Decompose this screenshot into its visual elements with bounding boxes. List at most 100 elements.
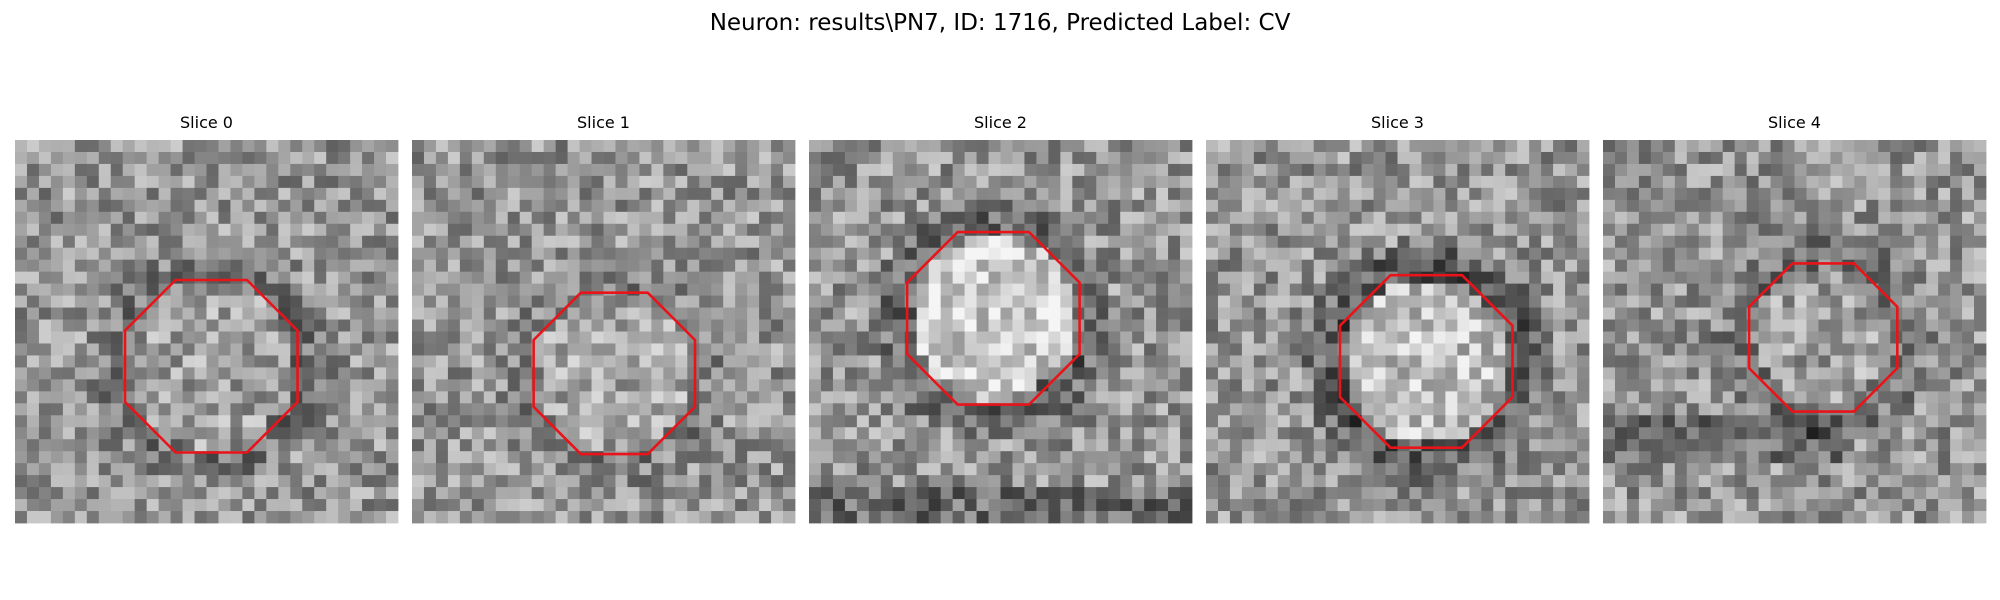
pixel [735, 463, 748, 476]
pixel [880, 175, 894, 189]
pixel [1361, 163, 1374, 177]
pixel [362, 331, 375, 344]
pixel [856, 295, 870, 308]
pixel [856, 403, 870, 416]
pixel [892, 439, 906, 452]
pixel [1782, 140, 1795, 153]
pixel [1289, 151, 1303, 165]
pixel [1385, 187, 1398, 201]
pixel [579, 235, 592, 249]
pixel [1024, 463, 1037, 476]
pixel [1421, 379, 1434, 392]
pixel [1457, 451, 1470, 464]
pixel [603, 271, 616, 285]
pixel [483, 475, 497, 488]
pixel [916, 283, 930, 296]
pixel [158, 391, 171, 404]
pixel [1325, 163, 1339, 177]
pixel [374, 140, 387, 153]
pixel [1168, 211, 1181, 225]
pixel [1950, 439, 1963, 452]
pixel [651, 355, 664, 368]
pixel [1048, 223, 1061, 237]
pixel [928, 427, 942, 440]
pixel [314, 403, 327, 416]
pixel [1505, 223, 1518, 237]
pixel [735, 151, 748, 165]
pixel [1421, 319, 1434, 332]
pixel [675, 343, 688, 356]
pixel [86, 451, 100, 464]
pixel [50, 259, 64, 273]
pixel [579, 355, 592, 368]
pixel [663, 319, 676, 332]
pixel [362, 355, 375, 368]
pixel [206, 175, 219, 189]
pixel [952, 499, 965, 512]
pixel [1144, 343, 1157, 356]
pixel [615, 343, 628, 356]
pixel [1373, 199, 1386, 213]
pixel [1962, 259, 1975, 273]
pixel [759, 319, 772, 332]
pixel [1746, 271, 1759, 285]
pixel [1493, 511, 1506, 524]
pixel [278, 151, 291, 165]
pixel [663, 247, 676, 261]
pixel [1168, 247, 1181, 261]
pixel [711, 235, 724, 249]
pixel [1120, 415, 1133, 428]
pixel [278, 223, 291, 237]
pixel [555, 283, 568, 296]
pixel [880, 283, 894, 296]
pixel [1265, 259, 1279, 273]
pixel [976, 415, 989, 428]
pixel [651, 391, 664, 404]
pixel [1698, 415, 1712, 428]
pixel [1950, 247, 1963, 261]
pixel [110, 391, 124, 404]
pixel [1397, 343, 1410, 356]
pixel [783, 355, 796, 368]
pixel [1241, 307, 1255, 320]
pixel [1517, 451, 1530, 464]
pixel [1206, 211, 1219, 225]
pixel [254, 319, 267, 332]
pixel [1277, 499, 1291, 512]
pixel [1938, 271, 1951, 285]
pixel [1950, 403, 1963, 416]
pixel [374, 283, 387, 296]
pixel [1409, 187, 1422, 201]
pixel [723, 331, 736, 344]
pixel [1603, 307, 1616, 320]
pixel [567, 247, 580, 261]
pixel [1541, 487, 1554, 500]
pixel [50, 223, 64, 237]
pixel [194, 175, 207, 189]
pixel [447, 295, 461, 308]
pixel [1890, 187, 1903, 201]
pixel [278, 355, 291, 368]
pixel [1445, 343, 1458, 356]
pixel [1614, 463, 1628, 476]
pixel [1553, 319, 1566, 332]
pixel [134, 271, 148, 285]
pixel [218, 259, 231, 273]
pixel [1132, 211, 1145, 225]
pixel [1217, 259, 1231, 273]
pixel [723, 283, 736, 296]
pixel [1337, 163, 1351, 177]
pixel [386, 355, 399, 368]
pixel [1349, 487, 1362, 500]
pixel [603, 475, 616, 488]
pixel [579, 295, 592, 308]
pixel [1866, 295, 1879, 308]
pixel [1241, 451, 1255, 464]
pixel [1614, 151, 1628, 165]
pixel [1132, 140, 1145, 153]
pixel [1084, 307, 1097, 320]
pixel [62, 439, 76, 452]
pixel [158, 259, 171, 273]
pixel [1265, 223, 1279, 237]
pixel [1060, 451, 1073, 464]
